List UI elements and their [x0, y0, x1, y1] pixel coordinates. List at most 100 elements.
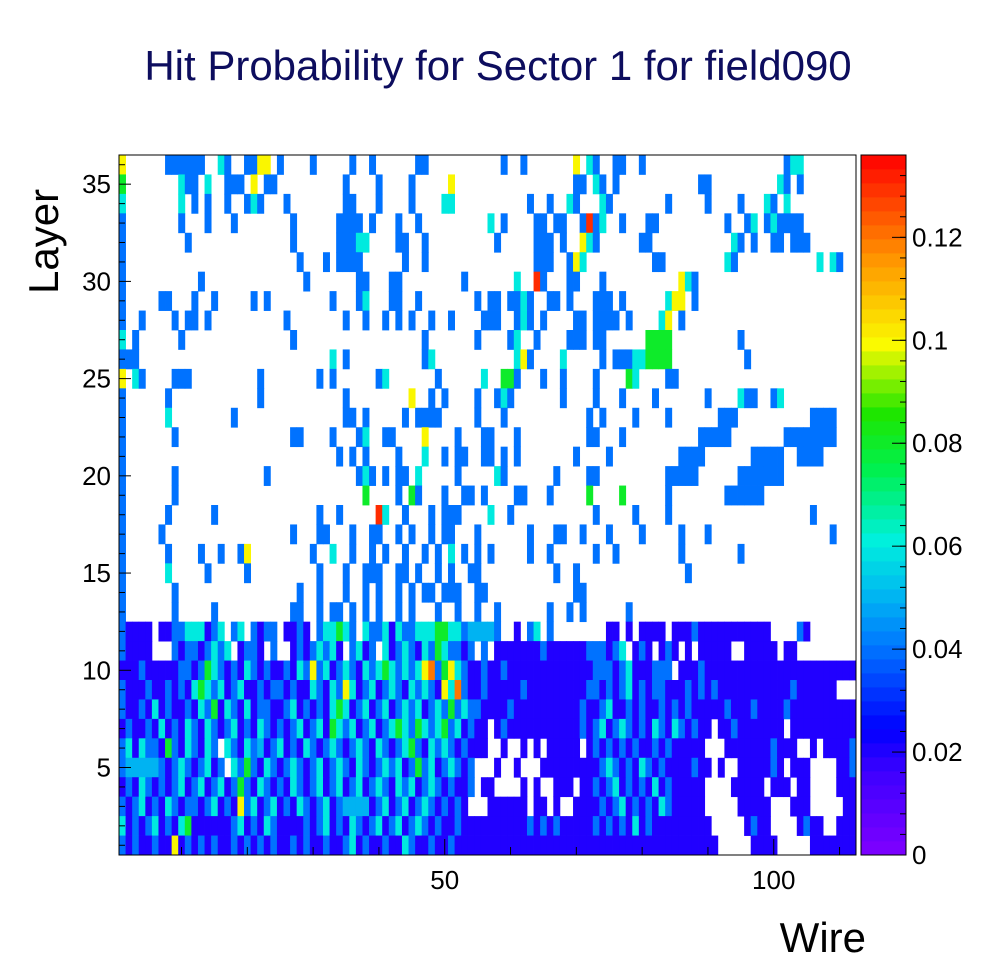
heatmap-cell — [270, 816, 278, 836]
heatmap-cell — [290, 738, 298, 759]
heatmap-cell — [362, 641, 370, 661]
heatmap-cell — [336, 680, 344, 700]
heatmap-cell — [276, 680, 284, 700]
colorbar-band — [861, 631, 906, 646]
heatmap-cell — [704, 388, 712, 409]
heatmap-cell — [526, 543, 534, 564]
heatmap-cell — [507, 505, 515, 525]
heatmap-cell — [763, 466, 771, 486]
heatmap-cell — [559, 641, 567, 661]
heatmap-cell — [474, 407, 482, 428]
heatmap-cell — [546, 641, 554, 661]
heatmap-cell — [684, 738, 692, 759]
heatmap-cell — [757, 796, 765, 817]
heatmap-cell — [645, 835, 653, 856]
heatmap-cell — [724, 718, 732, 739]
heatmap-cell — [638, 641, 646, 661]
heatmap-cell — [145, 641, 153, 661]
heatmap-cell — [132, 757, 140, 778]
heatmap-cell — [520, 310, 528, 331]
heatmap-cell — [526, 718, 534, 739]
colorbar-band — [861, 477, 906, 492]
heatmap-cell — [823, 835, 831, 856]
heatmap-cell — [316, 602, 324, 623]
heatmap-cell — [145, 816, 153, 836]
heatmap-cell — [428, 816, 436, 836]
heatmap-cell — [296, 252, 304, 273]
heatmap-cell — [382, 796, 390, 817]
heatmap-cell — [125, 621, 133, 642]
colorbar-band — [861, 225, 906, 240]
heatmap-cell — [395, 291, 403, 311]
heatmap-cell — [362, 446, 370, 467]
heatmap-cell — [270, 757, 278, 778]
heatmap-cell — [724, 680, 732, 700]
heatmap-cell — [487, 796, 495, 817]
heatmap-cell — [165, 505, 173, 525]
heatmap-cell — [250, 796, 258, 817]
heatmap-cell — [336, 796, 344, 817]
heatmap-cell — [421, 816, 429, 836]
heatmap-cell — [632, 835, 640, 856]
heatmap-cell — [816, 427, 824, 448]
heatmap-cell — [382, 757, 390, 778]
heatmap-cell — [454, 699, 462, 720]
heatmap-cell — [467, 816, 475, 836]
heatmap-cell — [559, 835, 567, 856]
heatmap-cell — [553, 757, 561, 778]
heatmap-cell — [237, 757, 245, 778]
heatmap-cell — [401, 407, 409, 428]
colorbar-band — [861, 589, 906, 604]
heatmap-cell — [744, 641, 752, 661]
heatmap-cell — [178, 641, 186, 661]
heatmap-cell — [540, 835, 548, 856]
heatmap-cell — [309, 680, 317, 700]
heatmap-cell — [513, 446, 521, 467]
heatmap-cell — [125, 680, 133, 700]
heatmap-cell — [441, 524, 449, 545]
heatmap-cell — [665, 777, 673, 798]
heatmap-cell — [322, 835, 330, 856]
heatmap-cell — [698, 680, 706, 700]
heatmap-cell — [474, 718, 482, 739]
colorbar-band — [861, 687, 906, 702]
heatmap-cell — [316, 738, 324, 759]
heatmap-cell — [217, 718, 225, 739]
heatmap-cell — [191, 641, 199, 661]
heatmap-cell — [197, 796, 205, 817]
heatmap-cell — [480, 427, 488, 448]
heatmap-cell — [566, 602, 574, 623]
heatmap-cell — [197, 621, 205, 642]
heatmap-cells — [119, 155, 857, 856]
heatmap-cell — [362, 427, 370, 448]
heatmap-cell — [783, 427, 791, 448]
heatmap-cell — [224, 718, 232, 739]
heatmap-cell — [507, 641, 515, 661]
heatmap-cell — [605, 291, 613, 311]
heatmap-cell — [415, 699, 423, 720]
heatmap-cell — [171, 816, 179, 836]
heatmap-cell — [546, 621, 554, 642]
heatmap-cell — [757, 738, 765, 759]
heatmap-cell — [415, 407, 423, 428]
heatmap-cell — [165, 407, 173, 428]
heatmap-cell — [342, 563, 350, 584]
heatmap-cell — [619, 757, 627, 778]
heatmap-cell — [244, 641, 252, 661]
heatmap-cell — [599, 213, 607, 234]
heatmap-cell — [309, 699, 317, 720]
heatmap-cell — [204, 174, 212, 195]
heatmap-cell — [586, 213, 594, 234]
heatmap-cell — [796, 621, 804, 642]
heatmap-cell — [362, 660, 370, 681]
heatmap-cell — [217, 621, 225, 642]
heatmap-cell — [573, 835, 581, 856]
heatmap-cell — [520, 835, 528, 856]
heatmap-cell — [678, 660, 686, 681]
heatmap-cell — [296, 621, 304, 642]
heatmap-cell — [349, 213, 357, 234]
heatmap-cell — [237, 738, 245, 759]
heatmap-cell — [823, 660, 831, 681]
heatmap-cell — [619, 427, 627, 448]
heatmap-cell — [652, 680, 659, 700]
